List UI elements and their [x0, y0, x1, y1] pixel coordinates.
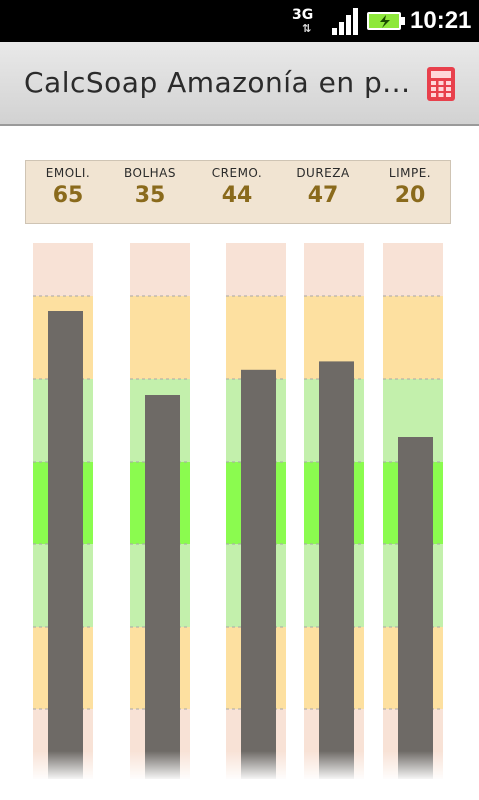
property-label: DUREZA	[296, 166, 350, 180]
column-fade	[31, 751, 95, 781]
chart-column-cremo	[224, 243, 288, 781]
column-fade	[381, 751, 445, 781]
range-zone	[226, 243, 286, 296]
range-zone	[130, 243, 190, 296]
property-value: 44	[221, 183, 253, 208]
column-fade	[224, 751, 288, 781]
app-title-bar: CalcSoap Amazonía en p...	[0, 42, 479, 126]
results-content: EMOLI. 65 BOLHAS 35 CREMO. 44 DUREZA 47 …	[0, 126, 479, 800]
property-label: CREMO.	[211, 166, 263, 180]
chart-column-limpe	[381, 243, 445, 781]
network-3g-icon: 3G ⇅	[292, 7, 314, 35]
column-fade	[302, 751, 366, 781]
calculator-icon[interactable]	[426, 66, 456, 102]
signal-icon	[332, 8, 358, 35]
property-label: LIMPE.	[388, 166, 432, 180]
property-value: 65	[52, 183, 84, 208]
property-value: 35	[134, 183, 166, 208]
range-zone	[383, 296, 443, 379]
value-bar	[319, 361, 354, 779]
status-time: 10:21	[410, 7, 472, 34]
property-label: BOLHAS	[123, 166, 176, 180]
range-zone	[130, 296, 190, 379]
property-bar-chart	[31, 243, 445, 781]
status-bar: 3G ⇅ 10:21	[0, 0, 479, 42]
column-fade	[128, 751, 192, 781]
range-zone	[304, 243, 364, 296]
property-value: 47	[307, 183, 339, 208]
range-zone	[33, 243, 93, 296]
value-bar	[241, 369, 276, 779]
chart-column-emoli	[31, 243, 95, 781]
chart-column-dureza	[302, 243, 366, 781]
value-bar	[398, 437, 433, 779]
battery-charging-icon	[367, 12, 405, 30]
value-bar	[48, 311, 83, 779]
value-bar	[145, 395, 180, 779]
range-zone	[226, 296, 286, 379]
properties-header: EMOLI. 65 BOLHAS 35 CREMO. 44 DUREZA 47 …	[25, 160, 451, 224]
chart-column-bolhas	[128, 243, 192, 781]
range-zone	[383, 243, 443, 296]
property-label: EMOLI.	[45, 166, 91, 180]
app-title: CalcSoap Amazonía en p...	[24, 66, 411, 99]
property-value: 20	[394, 183, 426, 208]
